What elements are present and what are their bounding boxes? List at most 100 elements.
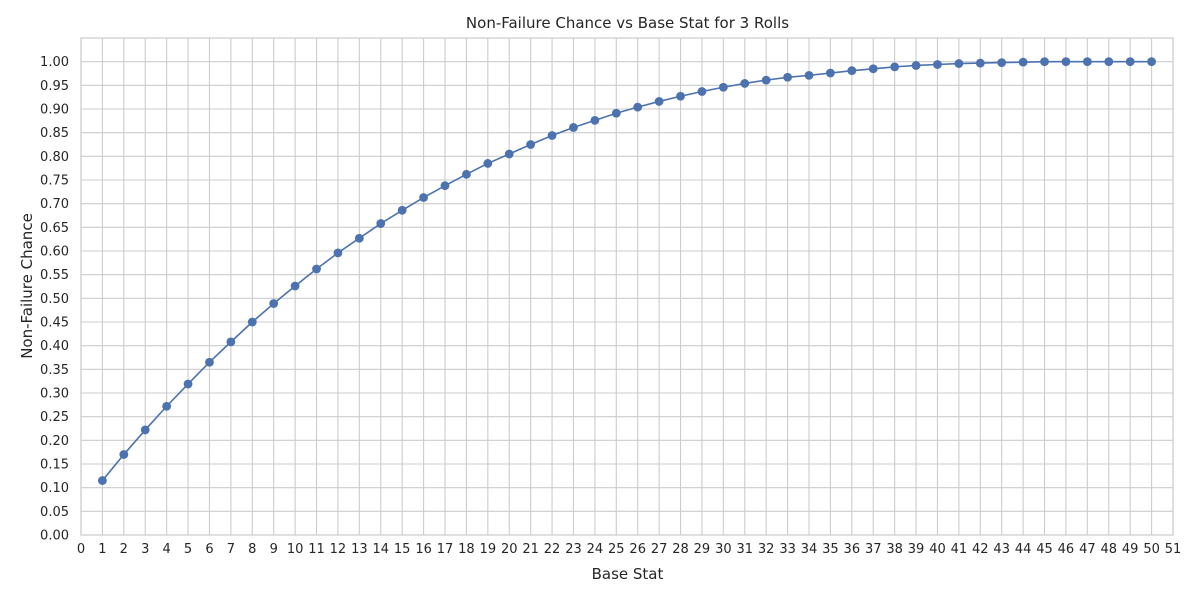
x-tick-label: 2 (120, 542, 128, 557)
x-tick-label: 46 (1058, 542, 1075, 557)
y-tick-label: 0.30 (40, 387, 69, 402)
x-tick-label: 25 (608, 542, 625, 557)
data-point (697, 87, 707, 96)
x-tick-label: 21 (522, 542, 539, 557)
x-tick-label: 11 (308, 542, 325, 557)
y-tick-label: 0.25 (40, 410, 69, 425)
x-tick-label: 39 (908, 542, 925, 557)
y-tick-label: 0.40 (40, 339, 69, 354)
x-tick-label: 9 (270, 542, 278, 557)
x-tick-label: 48 (1100, 542, 1117, 557)
x-tick-label: 13 (351, 542, 368, 557)
x-tick-label: 40 (929, 542, 946, 557)
data-point (954, 59, 964, 68)
data-point (376, 219, 386, 228)
data-point (783, 72, 792, 82)
x-tick-label: 27 (651, 542, 668, 557)
data-point (98, 476, 107, 485)
x-tick-label: 31 (736, 542, 753, 557)
x-tick-label: 7 (227, 542, 235, 557)
data-point (419, 193, 428, 202)
x-tick-label: 35 (822, 542, 839, 557)
x-tick-label: 44 (1015, 542, 1032, 557)
x-tick-label: 34 (801, 542, 818, 557)
data-point (1018, 57, 1028, 67)
x-tick-label: 28 (672, 542, 689, 557)
x-tick-label: 4 (163, 542, 171, 557)
data-point (975, 58, 985, 68)
data-point (290, 281, 300, 291)
x-tick-label: 18 (458, 542, 475, 557)
y-tick-label: 0.85 (40, 126, 69, 141)
y-tick-label: 1.00 (40, 55, 69, 70)
x-tick-label: 22 (544, 542, 561, 557)
data-point (676, 91, 685, 101)
x-tick-label: 47 (1079, 542, 1096, 557)
y-tick-label: 0.15 (40, 458, 69, 473)
x-tick-label: 36 (844, 542, 861, 557)
data-point (119, 450, 129, 459)
data-point (547, 131, 557, 140)
data-point (226, 337, 236, 347)
x-tick-label: 24 (587, 542, 604, 557)
chart-title: Non-Failure Chance vs Base Stat for 3 Ro… (465, 14, 790, 32)
x-tick-label: 16 (415, 542, 432, 557)
data-point (826, 68, 835, 78)
x-tick-label: 49 (1122, 542, 1139, 557)
data-point (868, 64, 878, 74)
data-point (804, 70, 814, 80)
series-layer (98, 57, 1156, 485)
data-point (1125, 57, 1135, 67)
y-tick-label: 0.90 (40, 103, 69, 118)
data-point (654, 97, 664, 106)
x-tick-label: 1 (98, 542, 106, 557)
x-tick-label: 19 (480, 542, 497, 557)
x-tick-label: 15 (394, 542, 411, 557)
data-point (933, 60, 942, 69)
y-tick-label: 0.45 (40, 316, 69, 331)
y-tick-label: 0.60 (40, 245, 69, 260)
y-tick-label: 0.70 (40, 197, 69, 212)
data-point (526, 140, 536, 149)
x-tick-label: 12 (330, 542, 347, 557)
y-tick-label: 0.20 (40, 434, 69, 449)
plot-background (81, 38, 1173, 535)
data-point (333, 248, 343, 258)
data-point (247, 317, 257, 327)
x-tick-label: 0 (77, 542, 85, 557)
data-point (740, 79, 750, 88)
tick-labels: 0 1 2 3 4 5 6 7 8 9 10 11 12 13 14 15 16 17 18 19 20 21 22 23 24… (40, 55, 1181, 557)
x-tick-label: 10 (287, 542, 304, 557)
y-tick-label: 0.80 (40, 150, 69, 165)
x-tick-label: 26 (629, 542, 646, 557)
y-tick-label: 0.65 (40, 221, 69, 236)
x-tick-label: 17 (437, 542, 454, 557)
x-tick-label: 5 (184, 542, 192, 557)
data-point (847, 66, 857, 76)
data-point (761, 75, 771, 85)
y-tick-label: 0.35 (40, 363, 69, 378)
x-tick-label: 38 (886, 542, 903, 557)
data-point (633, 102, 643, 112)
data-point (483, 159, 493, 168)
data-point (183, 379, 193, 389)
data-point (354, 233, 364, 243)
data-point (1082, 57, 1092, 67)
y-tick-label: 0.10 (40, 481, 69, 496)
data-point (462, 169, 471, 179)
x-tick-label: 8 (248, 542, 256, 557)
x-tick-label: 23 (565, 542, 582, 557)
x-tick-label: 30 (715, 542, 732, 557)
x-tick-label: 32 (758, 542, 775, 557)
x-tick-label: 41 (951, 542, 968, 557)
y-tick-label: 0.95 (40, 79, 69, 94)
x-tick-label: 33 (779, 542, 796, 557)
data-point (140, 425, 150, 435)
data-point (997, 58, 1007, 68)
x-tick-label: 45 (1036, 542, 1053, 557)
y-tick-label: 0.75 (40, 174, 69, 189)
x-tick-label: 51 (1165, 542, 1182, 557)
data-point (1104, 57, 1114, 67)
y-tick-label: 0.55 (40, 268, 69, 283)
